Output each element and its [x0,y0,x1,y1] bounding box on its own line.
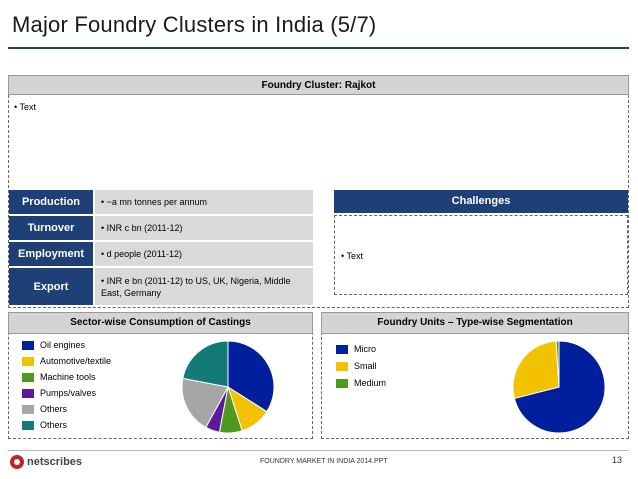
legend-item: Small [336,360,377,372]
legend-label: Pumps/valves [40,388,97,398]
stat-label: Export [9,268,93,305]
stat-label: Turnover [9,216,93,240]
title-divider [8,47,629,49]
legend-label: Oil engines [40,340,86,350]
challenges-panel [334,215,628,295]
legend-swatch [22,340,34,350]
page-number: 13 [612,455,623,465]
legend-label: Small [354,361,377,371]
page-title: Major Foundry Clusters in India (5/7) [12,12,377,37]
legend-label: Automotive/textile [40,356,112,366]
stat-label: Production [9,190,93,214]
netscribes-logo: netscribes [10,455,82,469]
pie-slice-micro [513,340,606,434]
units-pie-chart [512,340,606,434]
sector-panel-header: Sector-wise Consumption of Castings [8,312,313,334]
stat-value: • INR c bn (2011-12) [95,216,313,240]
legend-item: Automotive/textile [22,355,111,367]
legend-label: Others [40,404,68,414]
cluster-header: Foundry Cluster: Rajkot [8,75,629,95]
legend-item: Medium [336,377,386,389]
pie-slice-small [512,340,560,400]
legend-label: Machine tools [40,372,96,382]
stat-value: • ~a mn tonnes per annum [95,190,313,214]
stat-value: • INR e bn (2011-12) to US, UK, Nigeria,… [95,268,313,305]
legend-item: Others [22,419,67,431]
pie-slice-others [181,377,229,428]
legend-swatch [22,356,34,366]
legend-item: Pumps/valves [22,387,96,399]
stat-label: Employment [9,242,93,266]
pie-slice-others [182,340,229,388]
challenges-header: Challenges [334,190,628,213]
stat-value: • d people (2011-12) [95,242,313,266]
legend-swatch [22,388,34,398]
legend-item: Others [22,403,67,415]
legend-swatch [336,344,348,354]
legend-swatch [22,420,34,430]
legend-label: Micro [354,344,376,354]
legend-item: Machine tools [22,371,96,383]
legend-swatch [22,404,34,414]
legend-swatch [22,372,34,382]
legend-item: Oil engines [22,339,85,351]
legend-item: Micro [336,343,376,355]
legend-swatch [336,361,348,371]
footer-divider [8,450,629,451]
logo-icon [10,455,24,469]
footer-title: FOUNDRY MARKET IN INDIA 2014.PPT [260,458,388,465]
logo-text: netscribes [27,456,83,468]
units-panel-header: Foundry Units – Type-wise Segmentation [321,312,629,334]
cluster-text: • Text [14,102,36,112]
legend-swatch [336,378,348,388]
sector-pie-chart [181,340,275,434]
pie-slice-medium [555,340,560,388]
challenges-text: • Text [341,251,363,261]
legend-label: Others [40,420,68,430]
legend-label: Medium [354,378,387,388]
